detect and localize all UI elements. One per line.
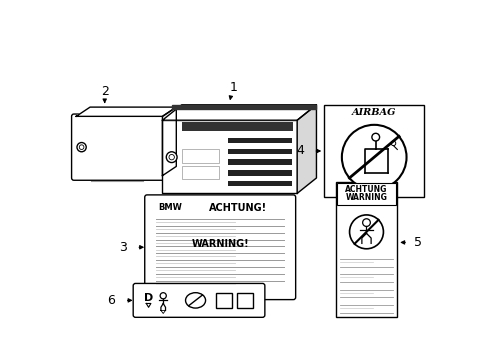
FancyBboxPatch shape xyxy=(133,283,264,317)
Text: D: D xyxy=(143,293,153,303)
Text: AIRBAG: AIRBAG xyxy=(351,108,396,117)
Circle shape xyxy=(390,141,395,145)
Bar xyxy=(182,122,293,131)
Text: 6: 6 xyxy=(107,294,115,307)
Bar xyxy=(324,105,424,197)
Circle shape xyxy=(166,152,177,163)
Bar xyxy=(227,149,291,154)
Bar xyxy=(216,293,231,308)
Bar xyxy=(337,183,395,205)
Text: ACHTUNG!: ACHTUNG! xyxy=(208,203,266,213)
Text: 5: 5 xyxy=(413,236,421,249)
Polygon shape xyxy=(162,107,176,176)
Bar xyxy=(162,120,297,193)
Circle shape xyxy=(349,215,383,249)
Bar xyxy=(227,159,291,165)
Polygon shape xyxy=(162,105,316,120)
Text: 2: 2 xyxy=(101,85,108,98)
Circle shape xyxy=(341,125,406,189)
Bar xyxy=(182,149,218,163)
FancyBboxPatch shape xyxy=(144,195,295,300)
Polygon shape xyxy=(76,107,176,116)
Text: WARNING: WARNING xyxy=(345,193,386,202)
Text: 4: 4 xyxy=(296,144,304,157)
Text: 3: 3 xyxy=(119,241,127,254)
Circle shape xyxy=(160,293,166,299)
Circle shape xyxy=(371,133,379,141)
Polygon shape xyxy=(171,105,316,109)
Bar xyxy=(227,170,291,176)
FancyBboxPatch shape xyxy=(71,114,164,180)
Bar xyxy=(227,181,291,186)
Bar xyxy=(182,166,218,180)
Text: WARNING!: WARNING! xyxy=(191,239,248,249)
Circle shape xyxy=(169,154,174,160)
Ellipse shape xyxy=(185,293,205,308)
Circle shape xyxy=(362,219,369,226)
Bar xyxy=(227,138,291,143)
Text: 1: 1 xyxy=(229,81,237,94)
Circle shape xyxy=(77,143,86,152)
Text: BMW: BMW xyxy=(158,203,182,212)
Bar xyxy=(335,182,396,316)
Bar xyxy=(237,293,252,308)
Polygon shape xyxy=(297,105,316,193)
Circle shape xyxy=(79,145,84,149)
Text: ACHTUNG: ACHTUNG xyxy=(345,185,387,194)
